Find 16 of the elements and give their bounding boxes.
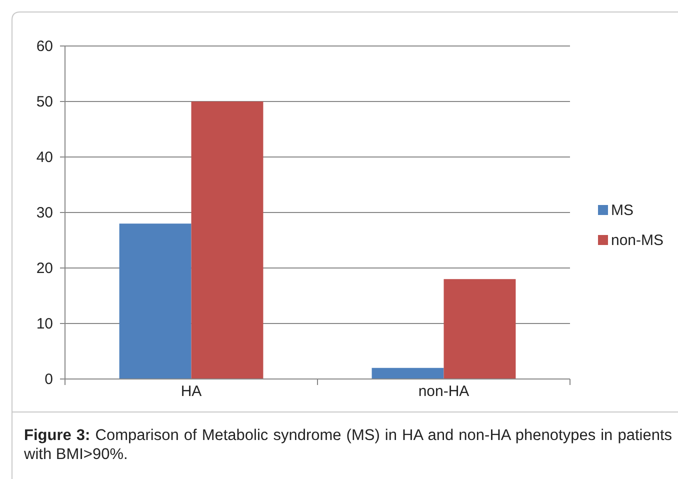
y-tick-label: 0 [44,370,53,388]
bar [119,224,192,379]
bar [191,102,264,379]
x-tick-label: HA [180,383,202,400]
x-tick-label: non-HA [418,383,470,400]
bar [372,368,444,379]
y-tick-label: 30 [36,204,53,222]
y-tick-label: 60 [36,38,53,55]
caption: Figure 3: Comparison of Metabolic syndrome (MS) in HA and non-HA phenotypes in patients with BMI>90%. [24,427,672,463]
legend-label: non-MS [611,232,664,249]
y-tick-label: 10 [36,315,53,332]
bar [444,279,516,379]
legend-label: MS [611,202,634,219]
y-tick-label: 20 [36,260,53,277]
y-tick-label: 50 [36,93,53,110]
y-tick-label: 40 [36,148,53,166]
